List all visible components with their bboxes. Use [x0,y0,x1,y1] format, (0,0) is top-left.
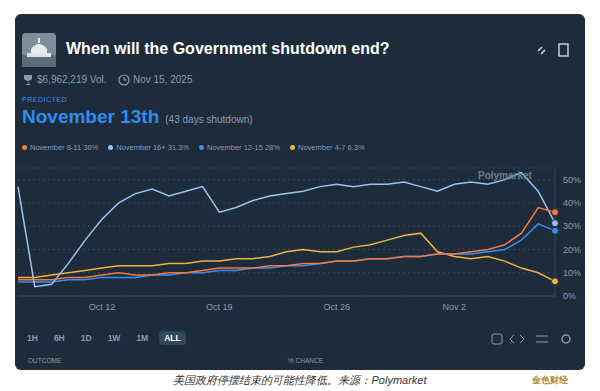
html-text:When will the Government shutd: When will the Government shutdown end? [66,40,390,57]
svg-text:20%: 20% [563,245,581,255]
html-text:November 13th (43 days shutdow: November 13th (43 days shutdown) [22,106,253,127]
svg-text:Nov 2: Nov 2 [443,302,467,312]
html-text:金色财经: 金色财经 [532,375,568,385]
html-text:美国政府停摆结束的可能性降低。来源：Polymarket: 美国政府停摆结束的可能性降低。来源：Polymarket [173,374,427,386]
html-text:1H: 1H [27,333,38,343]
html-text:Polymarket: Polymarket [478,170,532,181]
html-text:November 16+ 31.3%: November 16+ 31.3% [116,143,189,152]
svg-text:Oct 12: Oct 12 [89,302,116,312]
html-text:1D: 1D [80,333,92,343]
svg-text:30%: 30% [563,221,581,231]
html-text:Nov 15, 2025: Nov 15, 2025 [133,74,193,85]
svg-text:40%: 40% [563,198,581,208]
svg-text:10%: 10% [563,268,581,278]
html-text:November 12-15 28%: November 12-15 28% [207,143,280,152]
html-text:November 8-11 36%: November 8-11 36% [30,143,99,152]
html-text:ALL: ALL [164,333,181,343]
html-text:1W: 1W [107,333,121,343]
html-text:OUTCOME: OUTCOME [28,357,62,364]
html-text:% CHANCE: % CHANCE [288,357,323,364]
svg-text:0%: 0% [563,291,576,301]
html-text:PREDICTED: PREDICTED [22,96,67,103]
svg-text:50%: 50% [563,175,581,185]
html-text:$6,962,219 Vol.: $6,962,219 Vol. [37,74,107,85]
svg-text:Oct 19: Oct 19 [206,302,233,312]
html-text:6H: 6H [53,333,65,343]
html-text:November 4-7 6.3%: November 4-7 6.3% [298,143,365,152]
html-text:1M: 1M [136,333,149,343]
svg-text:Oct 26: Oct 26 [324,302,351,312]
